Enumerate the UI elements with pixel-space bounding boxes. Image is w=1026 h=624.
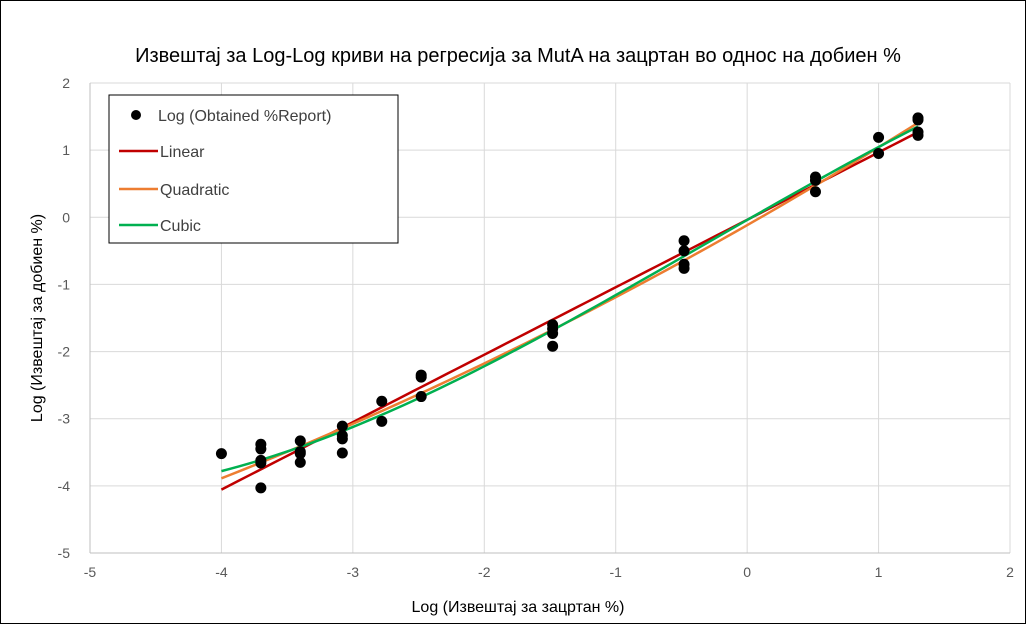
data-point (873, 131, 885, 143)
tick-labels: -5 -4 -3 -2 -1 0 1 2 2 1 0 -1 -2 -3 -4 -5 (58, 75, 1015, 580)
legend-label-linear: Linear (160, 144, 205, 161)
legend-label-quadratic: Quadratic (160, 182, 229, 199)
data-point (336, 433, 348, 445)
legend: Log (Obtained %Report) Linear Quadratic … (108, 94, 399, 244)
data-point (912, 129, 924, 141)
legend-marker-points (131, 110, 141, 120)
data-point (294, 435, 306, 447)
x-tick-label: -3 (347, 564, 360, 580)
data-point (547, 327, 559, 339)
y-tick-label: 1 (62, 142, 70, 158)
x-tick-label: -2 (478, 564, 491, 580)
legend-label-points: Log (Obtained %Report) (158, 108, 331, 125)
y-tick-label: -3 (58, 411, 71, 427)
y-tick-label: -2 (58, 344, 71, 360)
x-tick-label: 0 (743, 564, 751, 580)
data-point (376, 415, 388, 427)
y-tick-label: -5 (58, 545, 71, 561)
data-points (215, 112, 924, 494)
chart-title: Извештај за Log-Log криви на регресија з… (135, 45, 901, 67)
data-point (547, 340, 559, 352)
data-point (255, 457, 267, 469)
y-tick-label: -1 (58, 276, 71, 292)
data-point (809, 174, 821, 186)
data-point (678, 245, 690, 257)
data-point (678, 262, 690, 274)
y-axis-label: Log (Извештај за добиен %) (29, 214, 46, 422)
y-tick-label: -4 (58, 478, 71, 494)
data-point (678, 235, 690, 247)
data-point (294, 446, 306, 458)
y-tick-label: 0 (62, 209, 70, 225)
data-point (415, 371, 427, 383)
data-point (415, 391, 427, 403)
x-tick-label: 2 (1006, 564, 1014, 580)
data-point (336, 447, 348, 459)
x-tick-label: 1 (875, 564, 883, 580)
legend-label-cubic: Cubic (160, 218, 201, 235)
data-point (376, 395, 388, 407)
x-tick-label: -1 (609, 564, 622, 580)
x-axis-label: Log (Извештај за зацртан %) (412, 599, 625, 616)
data-point (215, 448, 227, 460)
legend-box (108, 94, 399, 244)
data-point (255, 482, 267, 494)
x-tick-label: -4 (215, 564, 228, 580)
data-point (873, 148, 885, 159)
y-tick-label: 2 (62, 75, 70, 91)
data-point (336, 420, 348, 432)
data-point (255, 443, 267, 455)
x-tick-label: -5 (84, 564, 97, 580)
data-point (809, 186, 821, 198)
data-point (294, 456, 306, 468)
data-point (912, 114, 924, 126)
